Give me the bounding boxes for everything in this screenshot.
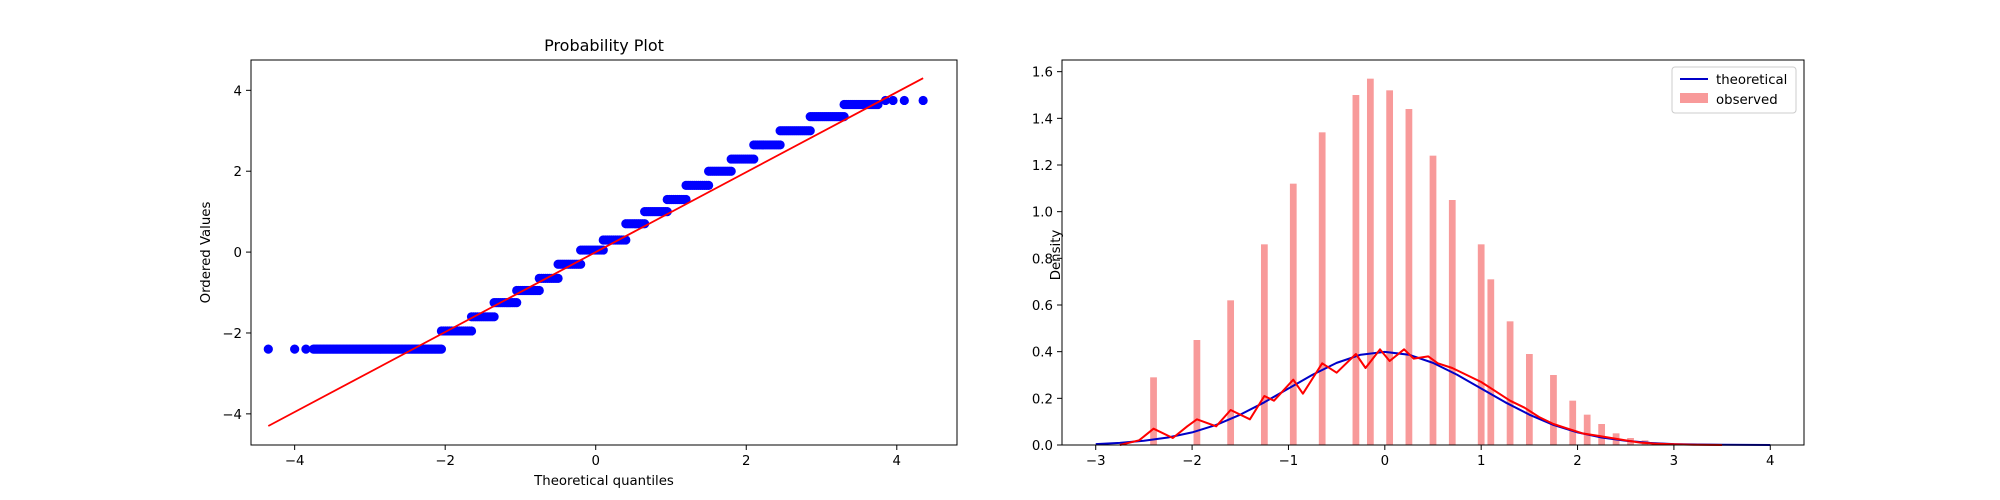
histogram-bar (1405, 109, 1413, 445)
density-plot-legend: theoretical observed (1671, 66, 1797, 114)
data-point (681, 194, 691, 205)
histogram-bar (1583, 414, 1591, 445)
data-point (880, 95, 891, 106)
x-tick-label: 0 (591, 454, 599, 469)
x-tick-label: 0 (1381, 454, 1389, 469)
y-tick-label: 1.0 (1032, 206, 1053, 221)
legend-observed-label: observed (1716, 93, 1778, 108)
data-point (553, 273, 563, 283)
histogram-bar (1289, 183, 1297, 445)
legend-theoretical-label: theoretical (1716, 73, 1787, 88)
data-point (466, 326, 477, 336)
probability-plot-axes: −4 −2 0 2 4 −4 −2 0 2 4 (222, 84, 901, 469)
y-tick-label: 0.0 (1032, 439, 1053, 454)
histogram-bar (1386, 90, 1394, 445)
data-point (899, 95, 909, 106)
x-tick-label: 2 (742, 454, 750, 469)
histogram-bar (1150, 377, 1157, 445)
histogram-bar (1569, 400, 1577, 445)
histogram-bar (1429, 155, 1437, 445)
probability-plot: Probability Plot −4 −2 0 2 4 −4 −2 0 2 4 Theoreti… (199, 36, 958, 489)
x-tick-label: 4 (893, 454, 901, 469)
density-plot-marks (1095, 78, 1771, 446)
density-plot: −3 −2 −1 0 1 2 3 4 0.0 0.2 0.4 0.6 0.8 1.0 1.2 1.4 1.6 D… (1032, 59, 1805, 469)
y-tick-label: 1.2 (1032, 159, 1053, 174)
histogram-bar (1352, 95, 1360, 445)
data-point (749, 154, 759, 164)
y-tick-label: 0.2 (1032, 392, 1053, 407)
probability-plot-y-axis-title: Ordered Values (199, 202, 214, 304)
histogram-bar (1477, 244, 1485, 445)
data-point (775, 140, 785, 150)
density-plot-axes: −3 −2 −1 0 1 2 3 4 0.0 0.2 0.4 0.6 0.8 1.0 1.2 1.4 1.6 (1032, 66, 1775, 469)
data-point (918, 95, 928, 106)
data-point (436, 344, 447, 354)
x-tick-label: 2 (1573, 454, 1581, 469)
data-point (534, 285, 544, 296)
density-plot-frame (1061, 59, 1805, 446)
data-point (888, 95, 898, 106)
y-tick-label: 0 (234, 246, 242, 261)
y-tick-label: −2 (222, 327, 242, 342)
data-point (263, 344, 273, 354)
probability-plot-x-axis-title: Theoretical quantiles (533, 474, 674, 489)
x-tick-label: 1 (1477, 454, 1485, 469)
y-tick-label: 2 (234, 165, 242, 180)
data-point (301, 344, 311, 354)
x-tick-label: 4 (1766, 454, 1774, 469)
y-tick-label: −4 (222, 408, 242, 423)
y-tick-label: 1.6 (1032, 66, 1053, 81)
histogram-bar (1227, 300, 1235, 445)
data-point (512, 298, 522, 308)
x-tick-label: −2 (435, 454, 455, 469)
data-point (873, 99, 883, 110)
data-point (726, 166, 736, 176)
y-tick-label: 0.8 (1032, 252, 1053, 267)
data-point (640, 219, 650, 229)
data-point (489, 312, 499, 322)
y-tick-label: 0.4 (1032, 346, 1053, 361)
probability-plot-marks (263, 77, 928, 427)
data-point (662, 207, 672, 217)
histogram-bar (1487, 279, 1495, 445)
density-plot-y-axis-title: Density (1049, 230, 1064, 281)
y-tick-label: 0.6 (1032, 299, 1053, 314)
histogram-bar (1525, 354, 1533, 445)
histogram-bar (1448, 200, 1456, 445)
data-point (290, 344, 300, 354)
histogram-bar (1260, 244, 1268, 445)
histogram-bar (1550, 375, 1557, 445)
data-point (805, 126, 815, 136)
x-tick-label: −2 (1182, 454, 1202, 469)
x-tick-label: −4 (285, 454, 305, 469)
histogram-bar (1193, 340, 1201, 445)
data-point (704, 180, 714, 190)
y-tick-label: 1.4 (1032, 112, 1053, 127)
fit-line (267, 77, 924, 427)
probability-plot-title: Probability Plot (544, 36, 664, 55)
histogram-bar (1366, 78, 1374, 446)
legend-observed-swatch (1680, 93, 1708, 103)
histogram-bar (1598, 424, 1606, 445)
x-tick-label: −3 (1086, 454, 1106, 469)
x-tick-label: 3 (1670, 454, 1678, 469)
histogram-bar (1318, 132, 1326, 446)
x-tick-label: −1 (1279, 454, 1299, 469)
y-tick-label: 4 (234, 84, 242, 99)
histogram-bar (1506, 321, 1514, 445)
observed-density-line (1119, 348, 1723, 446)
